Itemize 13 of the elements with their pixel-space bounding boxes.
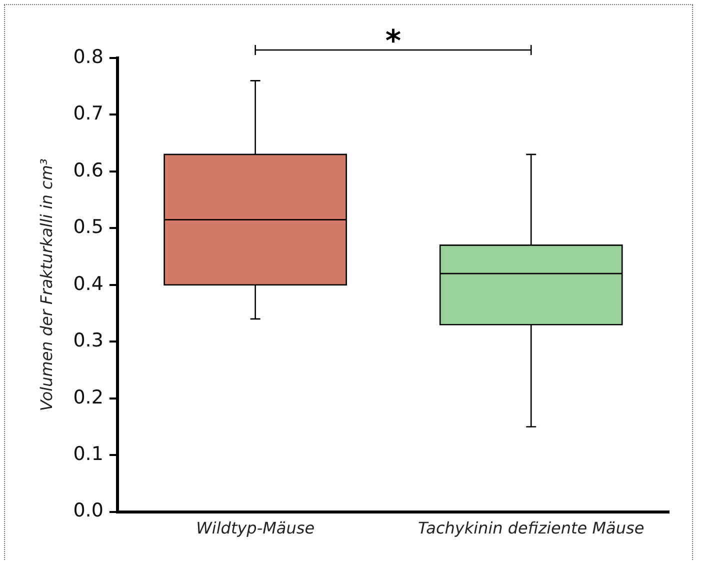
y-axis-title: Volumen der Frakturkalli in cm³ xyxy=(36,158,56,412)
x-tick-label: Wildtyp-Mäuse xyxy=(196,518,315,538)
y-tick-label: 0.3 xyxy=(73,330,104,352)
y-tick-label: 0.2 xyxy=(73,386,104,408)
x-tick-label: Tachykinin defiziente Mäuse xyxy=(418,518,644,538)
y-tick-label: 0.1 xyxy=(73,443,104,466)
annotation: * xyxy=(385,24,402,59)
y-tick-label: 0.0 xyxy=(73,500,104,522)
y-tick-label: 0.6 xyxy=(73,159,104,182)
y-tick-label: 0.5 xyxy=(73,216,104,238)
y-tick-label: 0.4 xyxy=(73,272,104,295)
y-tick-label: 0.7 xyxy=(73,102,104,125)
y-tick-label: 0.8 xyxy=(73,46,104,68)
